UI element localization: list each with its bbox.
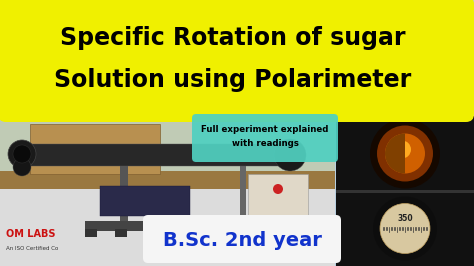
Bar <box>336 190 474 193</box>
Text: Full experiment explained: Full experiment explained <box>201 126 328 135</box>
Circle shape <box>370 118 440 189</box>
Text: An ISO Certified Co: An ISO Certified Co <box>6 246 58 251</box>
Circle shape <box>8 140 36 168</box>
Circle shape <box>377 126 433 181</box>
Text: Specific Rotation of sugar: Specific Rotation of sugar <box>60 26 406 50</box>
FancyBboxPatch shape <box>192 114 338 162</box>
Text: 350: 350 <box>397 214 413 223</box>
Circle shape <box>393 140 411 159</box>
Bar <box>336 116 474 266</box>
Circle shape <box>13 145 31 163</box>
Text: OM LABS: OM LABS <box>6 229 55 239</box>
Circle shape <box>273 184 283 194</box>
Text: Solution using Polarimeter: Solution using Polarimeter <box>55 68 411 92</box>
Bar <box>115 229 127 237</box>
Bar <box>20 144 290 166</box>
Bar <box>85 229 97 237</box>
Bar <box>248 174 308 219</box>
Circle shape <box>373 197 437 260</box>
Bar <box>240 166 246 221</box>
Bar <box>0 184 335 266</box>
Bar <box>120 166 128 226</box>
Wedge shape <box>385 134 405 173</box>
FancyBboxPatch shape <box>143 215 341 263</box>
Bar <box>85 221 165 231</box>
Bar <box>0 116 335 198</box>
Bar <box>100 186 190 216</box>
FancyBboxPatch shape <box>0 0 474 122</box>
Bar <box>30 124 160 174</box>
Circle shape <box>13 158 31 176</box>
Text: with readings: with readings <box>232 139 299 148</box>
Text: B.Sc. 2nd year: B.Sc. 2nd year <box>163 231 321 251</box>
Circle shape <box>380 203 430 253</box>
Bar <box>0 171 335 189</box>
Circle shape <box>385 134 425 173</box>
Bar <box>145 229 157 237</box>
Circle shape <box>274 139 306 171</box>
